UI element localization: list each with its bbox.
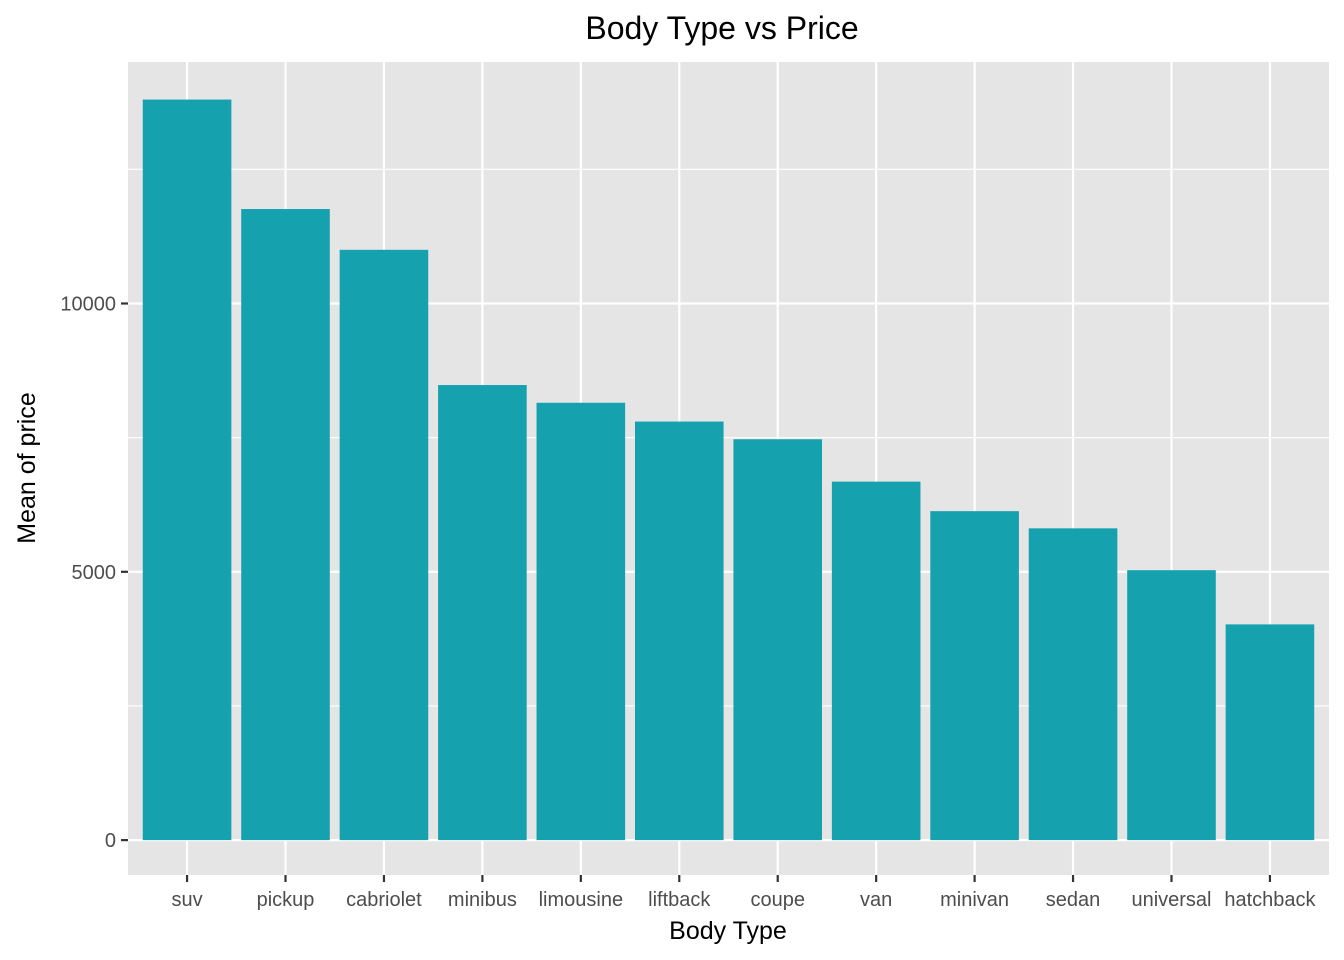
x-tick-label: universal [1131, 889, 1211, 911]
x-tick-label: hatchback [1224, 889, 1316, 911]
y-axis: 0 5000 10000 [60, 293, 128, 852]
bar-sedan [1028, 528, 1118, 841]
x-tick-label: van [860, 889, 892, 911]
bar-cabriolet [339, 249, 429, 841]
x-tick-label: minibus [448, 889, 517, 911]
bar-limousine [536, 402, 626, 841]
x-tick-label: liftback [648, 889, 711, 911]
y-tick-label: 0 [105, 830, 116, 852]
chart-title: Body Type vs Price [585, 10, 858, 46]
bar-van [831, 481, 921, 841]
bar-coupe [733, 439, 823, 841]
x-axis: suv pickup cabriolet minibus limousine liftba… [172, 875, 1317, 911]
x-tick-label: pickup [257, 889, 315, 911]
bar-minibus [438, 385, 527, 841]
bar-minivan [930, 511, 1019, 841]
bar-pickup [241, 209, 330, 841]
bar-hatchback [1225, 624, 1315, 841]
bars [142, 99, 1315, 841]
x-tick-label: limousine [539, 889, 623, 911]
bar-liftback [634, 421, 724, 841]
bar-suv [142, 99, 232, 841]
bar-universal [1127, 570, 1216, 841]
y-tick-label: 10000 [60, 293, 116, 315]
y-axis-title: Mean of price [13, 392, 41, 543]
x-tick-label: suv [172, 889, 203, 911]
x-tick-label: sedan [1046, 889, 1101, 911]
x-tick-label: cabriolet [346, 889, 422, 911]
y-tick-label: 5000 [72, 562, 117, 584]
x-axis-title: Body Type [669, 917, 787, 945]
x-tick-label: minivan [940, 889, 1009, 911]
x-tick-label: coupe [750, 889, 805, 911]
